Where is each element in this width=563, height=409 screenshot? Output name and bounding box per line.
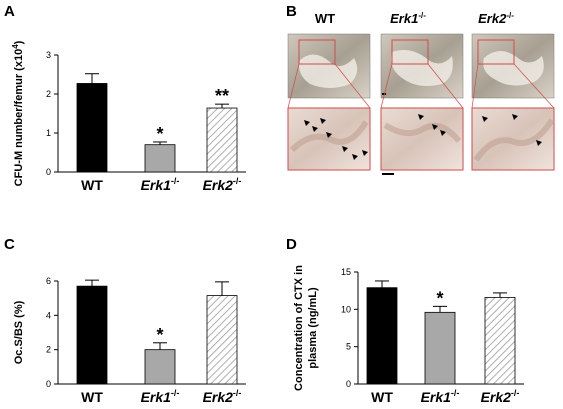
zoom-guide-line <box>427 63 464 109</box>
y-tick-label: 0 <box>346 379 351 389</box>
bar-erk2 <box>206 295 238 385</box>
significance-marker: * <box>436 288 443 308</box>
bar-wt <box>366 287 398 385</box>
marrow-cavity <box>299 54 358 88</box>
chart-panel-c: 0 2 4 6 Oc.S/BS (%) WT * Erk1-/- Erk2-/- <box>13 276 246 405</box>
crop-box <box>477 39 515 65</box>
crop-box <box>298 39 336 65</box>
arrowhead-marker <box>312 126 318 132</box>
x-category-label: Erk1-/- <box>141 388 180 405</box>
trabecula <box>383 122 462 143</box>
zoom-guide-line <box>471 63 479 109</box>
micrograph-panel-b: WT Erk1-/- Erk2-/- <box>287 11 555 175</box>
arrowhead-marker <box>512 114 518 120</box>
bar-erk2 <box>484 296 516 385</box>
x-category-label: WT <box>371 389 393 405</box>
marrow-cavity <box>483 51 544 86</box>
zoom-guide-line <box>334 63 371 109</box>
zoom-guide-line <box>380 63 393 109</box>
arrowhead-marker <box>536 140 542 146</box>
bar-wt <box>76 83 108 173</box>
trabecula <box>289 120 369 153</box>
bar-wt <box>76 285 108 385</box>
arrowhead-marker <box>418 114 424 120</box>
chart-panel-d: 0 5 10 15 Concentration of CTX in plasma (ng/… <box>293 265 524 405</box>
arrowhead-marker <box>482 116 488 122</box>
y-tick-label: 6 <box>46 276 51 286</box>
x-category-label: Erk2-/- <box>481 388 520 405</box>
arrowhead-marker <box>352 154 358 160</box>
x-category-label: Erk2-/- <box>203 176 242 193</box>
significance-marker: ** <box>215 86 229 106</box>
arrowhead-marker <box>440 130 446 136</box>
significance-marker: * <box>156 325 163 345</box>
x-category-label: Erk2-/- <box>203 388 242 405</box>
chart-panel-a: 0 1 2 3 CFU-M number/femur (x104) WT * Erk1-/- *… <box>11 40 246 193</box>
bar-erk1 <box>144 349 176 385</box>
arrowhead-marker <box>362 150 368 156</box>
y-tick-label: 15 <box>341 267 351 277</box>
arrowhead-marker <box>432 124 438 130</box>
trabecula <box>473 118 555 162</box>
bar-erk2 <box>206 107 238 173</box>
panel-label-a: A <box>4 3 15 20</box>
y-tick-label: 3 <box>46 50 51 60</box>
y-axis-label: CFU-M number/femur (x104) <box>11 40 25 186</box>
panel-label-c: C <box>4 236 15 253</box>
micrograph-erk1-high <box>380 107 464 171</box>
y-tick-label: 4 <box>46 310 51 320</box>
bar-erk1 <box>144 144 176 173</box>
y-axis-label: Oc.S/BS (%) <box>13 300 25 364</box>
arrowhead-marker <box>304 120 310 126</box>
arrowhead-marker <box>326 132 332 138</box>
bar-erk1 <box>424 311 456 385</box>
y-axis-label: Concentration of CTX in <box>293 265 305 391</box>
x-category-label: WT <box>81 177 103 193</box>
y-tick-label: 2 <box>46 89 51 99</box>
x-category-label: Erk1-/- <box>421 388 460 405</box>
zoom-guide-line <box>513 63 555 109</box>
x-category-label: Erk1-/- <box>141 176 180 193</box>
micrograph-header-erk2: Erk2-/- <box>478 11 514 26</box>
arrowhead-marker <box>320 118 326 124</box>
marrow-cavity <box>391 50 453 86</box>
y-tick-label: 5 <box>346 342 351 352</box>
y-tick-label: 0 <box>46 167 51 177</box>
significance-marker: * <box>156 124 163 144</box>
crop-box <box>391 39 429 65</box>
zoom-guide-line <box>287 63 300 109</box>
y-axis-label: plasma (ng/mL) <box>307 287 319 369</box>
y-tick-label: 2 <box>46 345 51 355</box>
arrowhead-marker <box>342 146 348 152</box>
arrowhead-marker-group <box>304 114 542 160</box>
y-tick-label: 0 <box>46 379 51 389</box>
panel-label-b: B <box>286 3 297 20</box>
micrograph-header-wt: WT <box>315 11 335 26</box>
micrograph-header-erk1: Erk1-/- <box>390 11 426 26</box>
y-tick-label: 10 <box>341 304 351 314</box>
panel-label-d: D <box>286 236 297 253</box>
x-category-label: WT <box>81 389 103 405</box>
y-tick-label: 1 <box>46 128 51 138</box>
